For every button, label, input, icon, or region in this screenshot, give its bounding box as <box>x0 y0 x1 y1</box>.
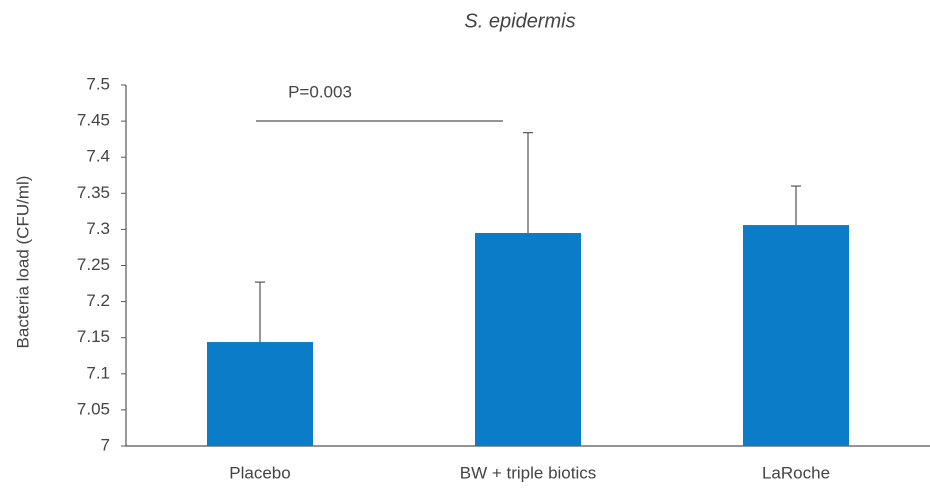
y-tick-label: 7.1 <box>86 363 110 382</box>
y-tick-label: 7.05 <box>77 399 110 418</box>
bar <box>207 342 313 446</box>
y-tick-label: 7.5 <box>86 74 110 93</box>
y-tick-label: 7.25 <box>77 255 110 274</box>
y-axis-label: Bacteria load (CFU/ml) <box>13 176 32 349</box>
chart-title: S. epidermis <box>464 10 575 32</box>
y-tick-label: 7.45 <box>77 111 110 130</box>
annotation: P=0.003 <box>288 82 352 101</box>
bar <box>475 233 581 446</box>
y-tick-label: 7.35 <box>77 183 110 202</box>
x-tick-label: LaRoche <box>762 463 830 482</box>
y-tick-label: 7.3 <box>86 219 110 238</box>
y-tick-label: 7.15 <box>77 327 110 346</box>
y-tick-label: 7 <box>101 435 110 454</box>
y-tick-label: 7.4 <box>86 147 110 166</box>
y-tick-label: 7.2 <box>86 291 110 310</box>
x-tick-label: Placebo <box>229 463 290 482</box>
x-tick-label: BW + triple biotics <box>460 463 597 482</box>
bar <box>743 225 849 446</box>
